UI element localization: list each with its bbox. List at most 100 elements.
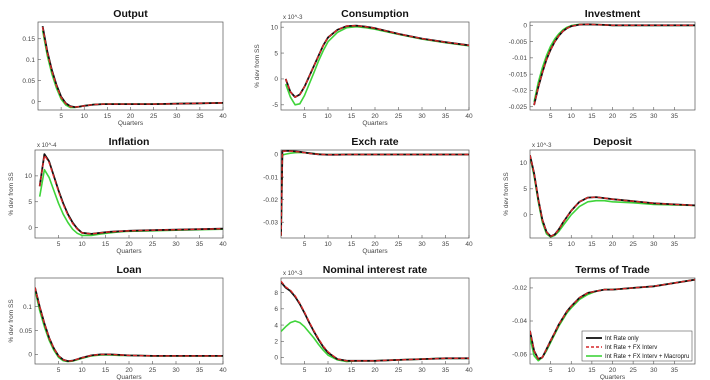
panel-9: Terms of Trade -0.02 -0.04 -0.06 5 10 15 20 25 30… — [512, 264, 696, 380]
y-tick-label: -0.015 — [509, 71, 528, 78]
y-tick-label: 8 — [274, 290, 278, 297]
plot-area — [34, 149, 224, 239]
y-tick-label: 0 — [274, 355, 278, 362]
plot-area — [280, 277, 470, 365]
y-tick-label: 0 — [523, 212, 527, 219]
x-tick-label: 30 — [172, 367, 180, 374]
x-tick-label: 30 — [418, 367, 426, 374]
y-tick-label: -0.025 — [509, 104, 528, 111]
y-tick-label: -0.01 — [263, 174, 278, 181]
panel-6: Deposit x 10^-3 0 5 10 5 10 15 20 25 30 35 % dev fro… — [503, 136, 696, 248]
x-tick-label: 5 — [57, 241, 61, 248]
y-tick-label: 0 — [28, 225, 32, 232]
series-int-rate-fx — [41, 26, 223, 108]
x-tick-label: 30 — [650, 367, 658, 374]
y-tick-label: 0.1 — [23, 304, 32, 311]
series-int-rate-fx — [530, 279, 695, 360]
x-tick-label: 25 — [395, 113, 403, 120]
y-tick-label: -5 — [272, 102, 278, 109]
x-axis-label: Quarters — [362, 120, 388, 127]
plot-area — [37, 21, 224, 111]
x-tick-label: 25 — [150, 113, 158, 120]
x-tick-label: 25 — [630, 367, 638, 374]
x-tick-label: 40 — [219, 113, 227, 120]
x-tick-label: 35 — [196, 367, 204, 374]
x-tick-label: 10 — [324, 113, 332, 120]
y-tick-label: 2 — [274, 338, 278, 345]
x-tick-label: 20 — [371, 367, 379, 374]
y-tick-label: 0 — [274, 152, 278, 159]
y-tick-label: -0.01 — [512, 55, 527, 62]
x-tick-label: 10 — [568, 241, 576, 248]
y-tick-label: 10 — [520, 160, 528, 167]
chart-title: Terms of Trade — [575, 264, 650, 276]
x-tick-label: 5 — [59, 113, 63, 120]
x-tick-label: 30 — [172, 241, 180, 248]
chart-title: Deposit — [593, 136, 632, 148]
x-tick-label: 10 — [568, 113, 576, 120]
y-tick-label: -0.02 — [512, 285, 527, 292]
x-tick-label: 40 — [465, 367, 473, 374]
x-tick-label: 40 — [465, 241, 473, 248]
panel-4: Inflation x 10^-4 0 5 10 5 10 15 20 25 30 35 40 Quart… — [8, 136, 227, 255]
x-tick-label: 20 — [609, 241, 617, 248]
y-tick-label: 0.1 — [26, 57, 35, 64]
x-tick-label: 10 — [78, 241, 86, 248]
x-tick-label: 25 — [149, 241, 157, 248]
x-tick-label: 30 — [173, 113, 181, 120]
x-tick-label: 15 — [348, 367, 356, 374]
y-tick-label: -0.02 — [263, 197, 278, 204]
chart-title: Inflation — [109, 136, 150, 148]
x-tick-label: 25 — [630, 241, 638, 248]
legend-label: Int Rate + FX Interv + Macropru — [605, 354, 689, 360]
x-tick-label: 25 — [395, 367, 403, 374]
series-int-rate-fx — [281, 280, 469, 362]
y-tick-label: 10 — [25, 173, 33, 180]
x-tick-label: 35 — [671, 113, 679, 120]
series-int-rate-fx — [533, 23, 695, 106]
x-tick-label: 25 — [149, 367, 157, 374]
x-axis-label: Quarters — [600, 374, 626, 380]
x-tick-label: 40 — [219, 241, 227, 248]
panel-3: Investment 0 -0.005 -0.01 -0.015 -0.02 -0.025 5… — [509, 8, 696, 120]
x-tick-label: 40 — [465, 113, 473, 120]
x-tick-label: 20 — [371, 113, 379, 120]
y-tick-label: 0 — [274, 76, 278, 83]
x-tick-label: 10 — [81, 113, 89, 120]
x-tick-label: 30 — [418, 113, 426, 120]
y-axis-label: % dev from SS — [8, 299, 15, 343]
x-tick-label: 35 — [442, 241, 450, 248]
legend: Int Rate only Int Rate + FX Interv Int Rat… — [581, 330, 693, 362]
x-axis-label: Quarters — [116, 248, 142, 255]
x-tick-label: 20 — [609, 367, 617, 374]
chart-title: Exch rate — [351, 136, 398, 148]
x-axis-label: Quarters — [118, 120, 144, 127]
x-tick-label: 5 — [549, 367, 553, 374]
y-tick-label: -0.06 — [512, 351, 527, 358]
plot-area — [34, 277, 224, 365]
x-tick-label: 35 — [442, 113, 450, 120]
x-tick-label: 15 — [588, 241, 596, 248]
legend-label: Int Rate only — [605, 336, 639, 342]
panel-8: Nominal interest rate x 10^-3 0 2 4 6 8 5 10 15 20… — [274, 264, 473, 374]
chart-title: Nominal interest rate — [323, 264, 428, 276]
chart-title: Investment — [585, 8, 641, 20]
x-tick-label: 10 — [324, 241, 332, 248]
panel-7: Loan 0 0.05 0.1 5 10 15 20 25 30 35 40 Quarters % dev… — [8, 264, 227, 380]
x-tick-label: 10 — [568, 367, 576, 374]
x-tick-label: 25 — [630, 113, 638, 120]
y-tick-label: 0 — [31, 99, 35, 106]
x-tick-label: 15 — [588, 113, 596, 120]
panel-2: Consumption x 10^-3 -5 0 5 10 5 10 15 20 25 30 35 40 Q… — [254, 8, 473, 127]
x-tick-label: 15 — [348, 241, 356, 248]
plot-area — [280, 149, 470, 239]
x-tick-label: 35 — [671, 241, 679, 248]
series-int-rate-fx — [530, 155, 695, 238]
x-tick-label: 5 — [549, 113, 553, 120]
y-tick-label: -0.04 — [512, 318, 527, 325]
x-tick-label: 20 — [125, 241, 133, 248]
y-tick-label: 10 — [271, 24, 279, 31]
y-tick-label: 0.05 — [22, 78, 35, 85]
y-tick-label: -0.005 — [509, 39, 528, 46]
